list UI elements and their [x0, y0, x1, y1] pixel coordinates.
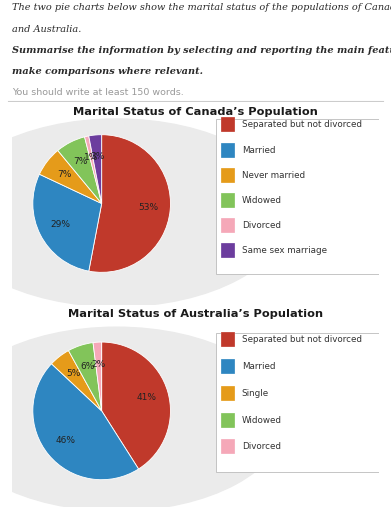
Bar: [221, 218, 235, 233]
Text: 6%: 6%: [80, 362, 94, 371]
Bar: [221, 193, 235, 208]
Text: 2%: 2%: [91, 359, 106, 369]
Text: Married: Married: [242, 361, 275, 371]
Text: make comparisons where relevant.: make comparisons where relevant.: [12, 67, 203, 76]
Bar: [221, 358, 235, 374]
Text: Divorced: Divorced: [242, 221, 281, 230]
Text: Single: Single: [242, 389, 269, 397]
Text: 1%: 1%: [84, 154, 99, 162]
Bar: [221, 439, 235, 455]
Bar: [221, 117, 235, 133]
Text: Divorced: Divorced: [242, 442, 281, 452]
Text: Never married: Never married: [242, 170, 305, 180]
Text: Married: Married: [242, 145, 275, 155]
Wedge shape: [84, 136, 102, 203]
Text: Marital Status of Australia’s Population: Marital Status of Australia’s Population: [68, 309, 323, 319]
Wedge shape: [93, 342, 102, 411]
Wedge shape: [89, 135, 102, 203]
Text: You should write at least 150 words.: You should write at least 150 words.: [12, 88, 183, 97]
Bar: [221, 143, 235, 158]
Wedge shape: [39, 151, 102, 203]
Text: 3%: 3%: [90, 153, 104, 161]
Text: Summarise the information by selecting and reporting the main features, and: Summarise the information by selecting a…: [12, 46, 391, 55]
Text: 7%: 7%: [73, 157, 88, 166]
Text: 5%: 5%: [66, 369, 80, 378]
Text: and Australia.: and Australia.: [12, 25, 81, 34]
Text: 53%: 53%: [138, 203, 158, 212]
Bar: [221, 243, 235, 258]
Text: Same sex marriage: Same sex marriage: [242, 246, 327, 255]
Bar: [221, 332, 235, 347]
Text: Widowed: Widowed: [242, 416, 282, 424]
Text: 29%: 29%: [50, 220, 70, 229]
Wedge shape: [68, 343, 102, 411]
Wedge shape: [33, 364, 138, 480]
Text: 41%: 41%: [136, 393, 157, 402]
Circle shape: [0, 119, 289, 307]
Circle shape: [0, 327, 285, 511]
Wedge shape: [89, 135, 170, 272]
Text: Widowed: Widowed: [242, 196, 282, 205]
Text: Separated but not divorced: Separated but not divorced: [242, 120, 362, 130]
Wedge shape: [52, 351, 102, 411]
Bar: [221, 386, 235, 400]
Wedge shape: [33, 174, 102, 271]
Wedge shape: [58, 137, 102, 203]
Text: The two pie charts below show the marital status of the populations of Canada: The two pie charts below show the marita…: [12, 3, 391, 12]
Text: Marital Status of Canada’s Population: Marital Status of Canada’s Population: [73, 107, 318, 117]
Bar: [216, 333, 379, 472]
Bar: [216, 119, 383, 274]
Bar: [221, 168, 235, 183]
Text: 46%: 46%: [56, 436, 75, 445]
Text: 7%: 7%: [57, 170, 72, 179]
Text: Separated but not divorced: Separated but not divorced: [242, 335, 362, 344]
Bar: [221, 413, 235, 428]
Wedge shape: [102, 342, 170, 469]
